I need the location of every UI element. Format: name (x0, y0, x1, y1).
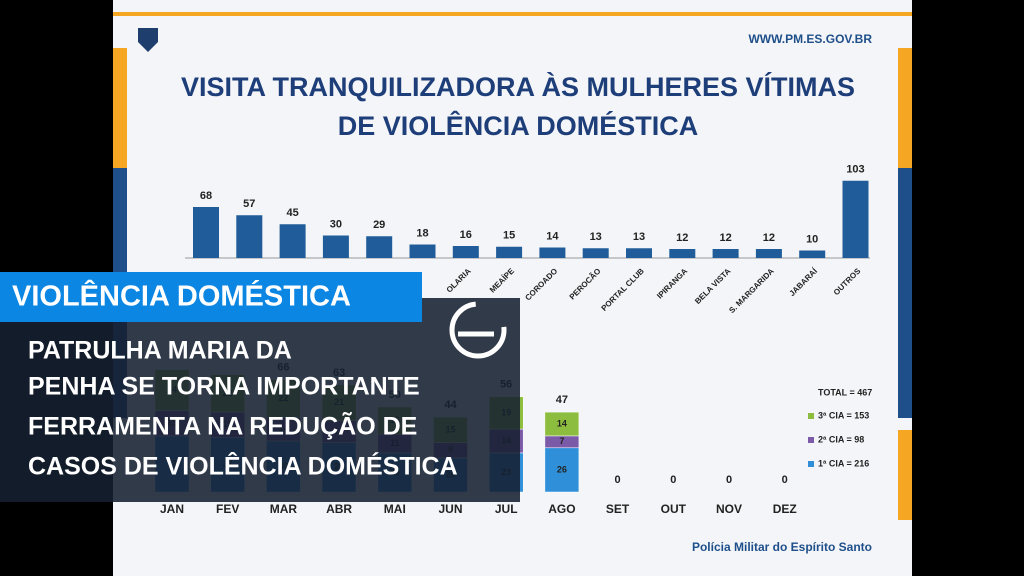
data-label: 68 (200, 190, 212, 202)
legend-label: 1ª CIA = 216 (818, 458, 869, 468)
logo (138, 28, 158, 52)
data-label: 29 (373, 219, 385, 231)
legend-label: 3ª CIA = 153 (818, 410, 869, 420)
footer: Polícia Militar do Espírito Santo (692, 540, 872, 554)
bar (669, 249, 696, 258)
bar (626, 248, 652, 258)
bar (755, 249, 782, 258)
x-tick-label: DEZ (773, 502, 797, 516)
bar (496, 246, 523, 258)
title: VISITA TRANQUILIZADORA ÀS MULHERES VÍTIM… (181, 71, 855, 102)
side-strip (898, 430, 912, 520)
bar (712, 249, 739, 258)
bar (582, 248, 609, 258)
legend-swatch (808, 413, 814, 419)
data-label: 15 (503, 230, 515, 242)
legend-total: TOTAL = 467 (818, 387, 872, 397)
data-label: 12 (719, 232, 731, 244)
headline-line: PATRULHA MARIA DA (28, 337, 292, 365)
bar (539, 247, 566, 258)
x-tick-label: JAN (160, 502, 184, 516)
headline-box (0, 298, 520, 502)
site: WWW.PM.ES.GOV.BR (748, 32, 872, 46)
side-strip (898, 48, 912, 168)
x-tick-label: MAR (270, 502, 298, 516)
data-label: 18 (416, 227, 428, 239)
bar (452, 246, 479, 258)
bar (409, 244, 436, 258)
total-label: 0 (782, 474, 788, 486)
bar (366, 236, 393, 258)
total-label: 0 (670, 474, 676, 486)
segment-label: 7 (559, 436, 564, 446)
data-label: 14 (546, 230, 559, 242)
legend-label: 2ª CIA = 98 (818, 434, 864, 444)
x-tick-label: JUN (438, 502, 462, 516)
headline-line: PENHA SE TORNA IMPORTANTE (28, 373, 420, 401)
data-label: 45 (286, 207, 298, 219)
x-tick-label: FEV (216, 502, 239, 516)
tag: VIOLÊNCIA DOMÉSTICA (12, 279, 351, 313)
bar-segment (544, 411, 580, 437)
total-label: 47 (556, 394, 568, 406)
bar (799, 250, 826, 258)
legend-swatch (808, 461, 814, 467)
data-label: 57 (243, 198, 255, 210)
data-label: 13 (590, 231, 602, 243)
data-label: 30 (330, 218, 342, 230)
data-label: 16 (460, 229, 472, 241)
overlay: VIOLÊNCIA DOMÉSTICA PATRULHA MARIA DA PE… (0, 272, 520, 502)
x-tick-label: NOV (716, 502, 742, 516)
headline-line: FERRAMENTA NA REDUÇÃO DE (28, 411, 417, 441)
subtitle: DE VIOLÊNCIA DOMÉSTICA (338, 110, 699, 141)
side-strip (113, 48, 127, 168)
data-label: 12 (676, 232, 688, 244)
bar (279, 224, 306, 258)
total-label: 0 (726, 474, 732, 486)
legend-swatch (808, 437, 814, 443)
x-tick-label: MAI (384, 502, 406, 516)
headline-line: CASOS DE VIOLÊNCIA DOMÉSTICA (28, 451, 458, 481)
tag-box (0, 272, 422, 322)
top-rule (113, 12, 912, 16)
bar (842, 180, 869, 258)
data-label: 103 (846, 164, 864, 176)
total-label: 0 (615, 474, 621, 486)
x-tick-label: OUT (661, 502, 687, 516)
x-tick-label: SET (606, 502, 630, 516)
segment-label: 14 (557, 418, 567, 428)
data-label: 10 (806, 233, 818, 245)
bar (236, 215, 263, 258)
side-strip (898, 168, 912, 418)
data-label: 13 (633, 231, 645, 243)
x-tick-label: AGO (548, 502, 575, 516)
x-tick-label: ABR (326, 502, 352, 516)
data-label: 12 (763, 232, 775, 244)
segment-label: 26 (557, 464, 567, 474)
x-tick-label: JUL (495, 502, 518, 516)
bar (193, 207, 219, 258)
bar (322, 235, 349, 258)
channel-logo (449, 301, 507, 359)
